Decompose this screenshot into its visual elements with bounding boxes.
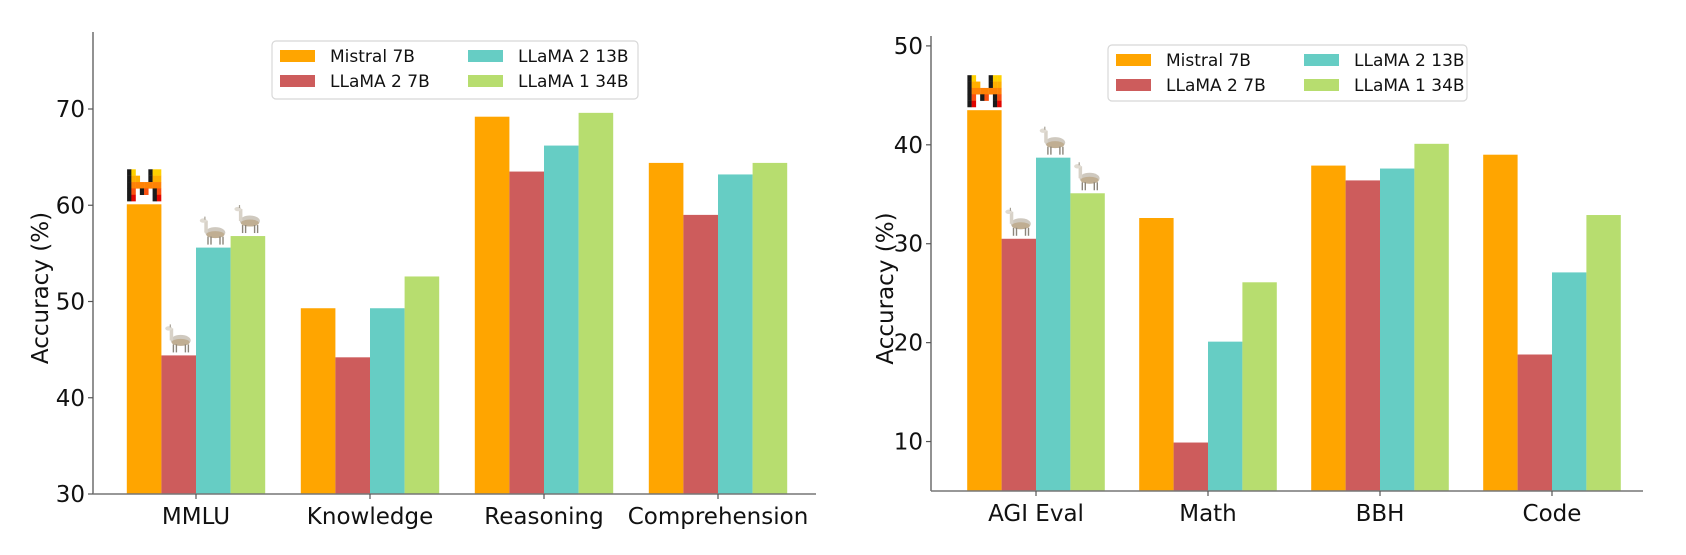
bar-mmlu-llama-2-7b	[161, 355, 196, 494]
legend-swatch	[280, 75, 315, 87]
bar-reasoning-mistral-7b	[474, 116, 510, 494]
legend-swatch	[1116, 54, 1151, 66]
legend-item-mistral-7b: Mistral 7B	[280, 47, 415, 67]
legend-item-llama-1-34b: LLaMA 1 34B	[468, 72, 629, 92]
x-tick-label-math: Math	[1179, 501, 1237, 527]
bar-math-mistral-7b	[1139, 218, 1174, 491]
legend-item-llama-2-7b: LLaMA 2 7B	[280, 72, 430, 92]
bar-bbh-llama-2-13b	[1380, 168, 1415, 492]
bar-mmlu-mistral-7b	[126, 204, 162, 495]
bar-math-llama-2-13b	[1208, 341, 1243, 491]
y-tick-label: 60	[56, 193, 85, 219]
legend-item-llama-2-13b: LLaMA 2 13B	[1304, 51, 1465, 71]
y-tick-label: 30	[56, 482, 85, 508]
y-tick-label: 70	[56, 97, 85, 123]
y-tick-label: 50	[894, 34, 923, 60]
bar-knowledge-llama-2-13b	[370, 308, 405, 494]
bar-bbh-llama-2-7b	[1345, 180, 1380, 491]
legend-label: LLaMA 2 13B	[518, 47, 629, 67]
x-tick-label-agi-eval: AGI Eval	[988, 501, 1084, 527]
x-tick-label-code: Code	[1523, 501, 1582, 527]
llama-icon	[1074, 162, 1100, 191]
x-tick-label-bbh: BBH	[1356, 501, 1405, 527]
x-tick-label-comprehension: Comprehension	[628, 504, 809, 530]
bar-comprehension-llama-1-34b	[752, 162, 788, 494]
mistral-logo-icon	[127, 169, 162, 202]
llama-icon	[199, 216, 226, 245]
bar-agi-eval-mistral-7b	[967, 110, 1002, 492]
llama-icon	[234, 205, 260, 234]
bar-comprehension-llama-2-13b	[718, 174, 753, 494]
bar-knowledge-llama-2-7b	[335, 357, 370, 494]
y-tick-label: 50	[56, 290, 85, 316]
y-tick-label: 40	[56, 386, 85, 412]
x-tick-label-reasoning: Reasoning	[484, 504, 603, 530]
y-tick-label: 10	[894, 430, 923, 456]
y-axis-label: Accuracy (%)	[28, 212, 54, 364]
legend-swatch	[468, 75, 503, 87]
legend-label: LLaMA 2 7B	[330, 72, 430, 92]
legend-swatch	[1304, 54, 1339, 66]
bar-math-llama-1-34b	[1242, 282, 1277, 491]
y-axis-label: Accuracy (%)	[873, 212, 899, 364]
legend-box	[271, 40, 639, 100]
bar-agi-eval-llama-2-7b	[1001, 238, 1036, 491]
legend-label: Mistral 7B	[330, 47, 415, 67]
bar-math-llama-2-7b	[1173, 442, 1208, 491]
llama-icon	[1005, 207, 1031, 236]
legend: Mistral 7B LLaMA 2 7B LLaMA 2 13B LLaMA 1 3…	[271, 40, 639, 100]
bar-agi-eval-llama-1-34b	[1070, 193, 1105, 491]
chart-general-benchmarks: 30 40 50 60 70 MMLU Knowledge Reasoning Comprehe…	[28, 32, 816, 530]
x-tick-label-knowledge: Knowledge	[307, 504, 433, 530]
legend-label: LLaMA 1 34B	[518, 72, 629, 92]
legend-swatch	[280, 50, 315, 62]
legend: Mistral 7B LLaMA 2 7B LLaMA 2 13B LLaMA 1 3…	[1107, 44, 1468, 102]
legend-label: Mistral 7B	[1166, 51, 1251, 71]
bar-bbh-llama-1-34b	[1414, 143, 1449, 491]
bar-knowledge-llama-1-34b	[404, 276, 440, 494]
legend-label: LLaMA 1 34B	[1354, 76, 1465, 96]
mistral-logo-icon	[967, 75, 1002, 108]
legend-item-mistral-7b: Mistral 7B	[1116, 51, 1251, 71]
legend-label: LLaMA 2 7B	[1166, 76, 1266, 96]
legend-swatch	[1116, 79, 1151, 91]
bar-code-llama-1-34b	[1586, 215, 1621, 491]
bar-mmlu-llama-2-13b	[196, 247, 231, 494]
y-tick-label: 30	[894, 232, 923, 258]
bar-bbh-mistral-7b	[1311, 165, 1346, 491]
y-tick-label: 20	[894, 331, 923, 357]
bar-agi-eval-llama-2-13b	[1036, 157, 1071, 491]
bar-mmlu-llama-1-34b	[230, 236, 266, 495]
llama-icon	[165, 324, 191, 353]
bar-code-llama-2-7b	[1517, 354, 1552, 491]
legend-item-llama-2-7b: LLaMA 2 7B	[1116, 76, 1266, 96]
bar-reasoning-llama-2-7b	[509, 171, 544, 494]
bar-code-mistral-7b	[1483, 154, 1518, 491]
bar-knowledge-mistral-7b	[300, 308, 336, 494]
llama-icon	[1039, 126, 1066, 155]
bar-reasoning-llama-2-13b	[544, 145, 579, 494]
legend-swatch	[468, 50, 503, 62]
legend-item-llama-2-13b: LLaMA 2 13B	[468, 47, 629, 67]
legend-label: LLaMA 2 13B	[1354, 51, 1465, 71]
bar-reasoning-llama-1-34b	[578, 112, 614, 494]
y-tick-label: 40	[894, 133, 923, 159]
bar-comprehension-mistral-7b	[648, 162, 684, 494]
bar-code-llama-2-13b	[1552, 272, 1587, 491]
legend-swatch	[1304, 79, 1339, 91]
bar-comprehension-llama-2-7b	[683, 214, 718, 495]
legend-item-llama-1-34b: LLaMA 1 34B	[1304, 76, 1465, 96]
x-tick-label-mmlu: MMLU	[162, 504, 230, 530]
legend-box	[1107, 44, 1468, 102]
chart-reasoning-benchmarks: 10 20 30 40 50 AGI Eval Math BBH Code Accuracy (%…	[873, 34, 1643, 527]
